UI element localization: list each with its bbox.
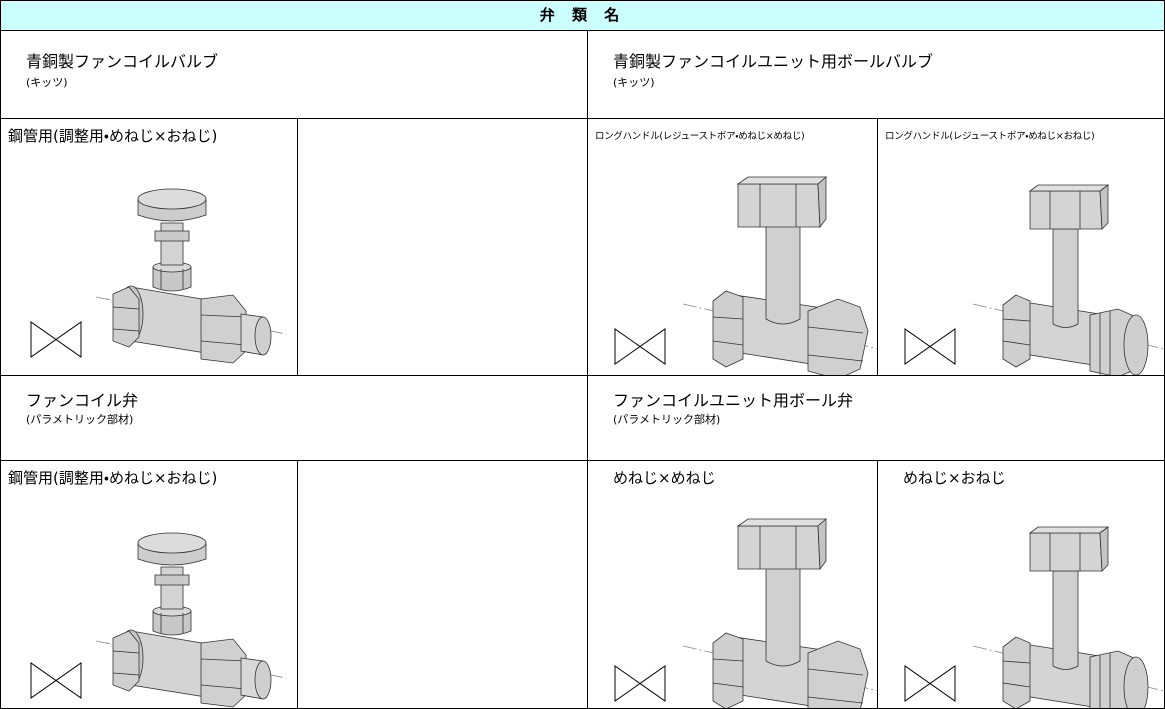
- section-title: ファンコイルユニット用ボール弁: [613, 391, 854, 410]
- valve-drawing: [614, 176, 877, 375]
- section-title: 青銅製ファンコイルユニット用ボールバルブ: [613, 52, 934, 71]
- section-title: 青銅製ファンコイルバルブ: [26, 52, 219, 71]
- section-cell: 青銅製ファンコイルユニット用ボールバルブ (キッツ): [587, 30, 1165, 119]
- table-header: 弁 類 名: [0, 0, 1165, 31]
- section-cell: 青銅製ファンコイルバルブ (キッツ): [0, 30, 588, 119]
- item-label: 鋼管用(調整用・めねじ×おねじ): [8, 469, 218, 487]
- valve-drawing: [904, 184, 1164, 375]
- valve-drawing: [30, 188, 287, 364]
- section-maker: (キッツ): [613, 76, 655, 89]
- empty-cell: [297, 118, 588, 376]
- section-maker: (パラメトリック部材): [613, 413, 721, 426]
- section-maker: (キッツ): [26, 76, 68, 89]
- item-cell: めねじ×めねじ: [587, 460, 878, 709]
- valve-drawing: [904, 526, 1164, 708]
- item-label: めねじ×めねじ: [613, 469, 716, 487]
- item-cell: ロングハンドル(レジューストボア・めねじ×おねじ): [877, 118, 1165, 376]
- item-cell: めねじ×おねじ: [877, 460, 1165, 709]
- item-label: 鋼管用(調整用・めねじ×おねじ): [8, 127, 218, 145]
- item-cell: 鋼管用(調整用・めねじ×おねじ): [0, 118, 298, 376]
- item-label: ロングハンドル(レジューストボア・めねじ×おねじ): [885, 131, 1095, 142]
- item-cell: ロングハンドル(レジューストボア・めねじ×めねじ): [587, 118, 878, 376]
- section-maker: (パラメトリック部材): [26, 413, 134, 426]
- item-label: めねじ×おねじ: [903, 469, 1006, 487]
- section-cell: ファンコイル弁 (パラメトリック部材): [0, 375, 588, 461]
- section-cell: ファンコイルユニット用ボール弁 (パラメトリック部材): [587, 375, 1165, 461]
- valve-drawing: [30, 532, 287, 708]
- valve-drawing: [614, 518, 877, 708]
- section-title: ファンコイル弁: [26, 391, 139, 410]
- empty-cell: [297, 460, 588, 709]
- item-cell: 鋼管用(調整用・めねじ×おねじ): [0, 460, 298, 709]
- item-label: ロングハンドル(レジューストボア・めねじ×めねじ): [595, 131, 805, 142]
